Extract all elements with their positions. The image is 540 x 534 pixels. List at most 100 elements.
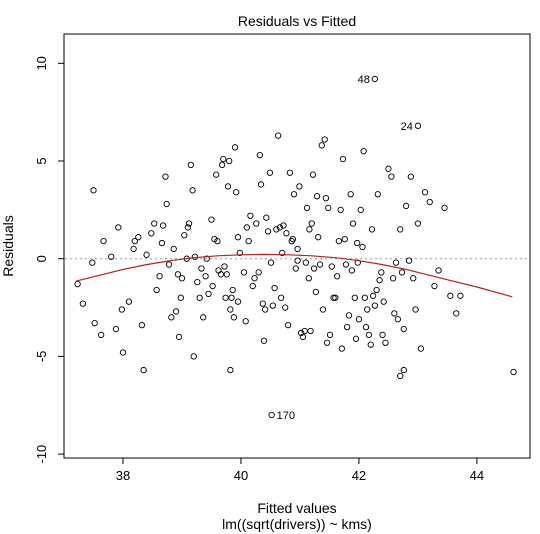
residual-point xyxy=(253,220,260,227)
residual-point xyxy=(231,144,239,151)
residual-point xyxy=(277,294,285,301)
residual-point xyxy=(326,331,334,339)
residual-point xyxy=(273,226,280,233)
residual-point xyxy=(385,165,392,172)
residual-point xyxy=(357,206,364,214)
residual-point xyxy=(143,251,150,258)
residual-point xyxy=(382,339,389,346)
residual-point xyxy=(213,171,220,178)
residual-point xyxy=(209,282,216,290)
residual-point xyxy=(310,265,318,272)
residual-point xyxy=(266,169,274,176)
residual-point xyxy=(178,275,186,282)
residual-point xyxy=(421,189,429,196)
residual-point xyxy=(156,273,163,280)
x-tick-label: 40 xyxy=(234,468,248,483)
residual-point xyxy=(74,280,81,288)
residual-point xyxy=(328,263,335,270)
residual-point xyxy=(361,294,368,301)
residual-point xyxy=(112,325,120,333)
residual-point xyxy=(205,290,212,298)
residual-point xyxy=(174,271,181,278)
residual-point xyxy=(165,261,173,268)
residual-point xyxy=(330,294,337,301)
residual-point xyxy=(181,232,188,239)
residual-point xyxy=(242,318,249,325)
residual-point xyxy=(98,331,105,339)
residual-point xyxy=(91,320,98,327)
residual-point xyxy=(233,189,240,196)
residual-point xyxy=(259,300,266,307)
residual-point xyxy=(148,230,155,237)
residual-point xyxy=(343,323,351,331)
residual-point xyxy=(227,366,234,374)
residual-point xyxy=(256,151,263,159)
residual-point xyxy=(119,349,127,356)
residual-point xyxy=(354,259,361,266)
residual-point xyxy=(189,187,196,194)
residual-point xyxy=(159,222,167,229)
residual-point xyxy=(108,253,115,260)
residual-point xyxy=(364,306,371,313)
smoothing-line xyxy=(75,253,513,298)
residual-point xyxy=(322,194,330,202)
x-tick-label: 42 xyxy=(352,468,366,483)
residual-point xyxy=(303,204,311,212)
residual-point xyxy=(172,308,180,315)
point-id-label: 48 xyxy=(358,74,370,86)
residual-point xyxy=(417,345,425,352)
residual-point xyxy=(203,255,210,262)
residual-point xyxy=(315,234,322,241)
residual-point xyxy=(285,321,292,329)
residual-point xyxy=(283,230,290,237)
residual-point xyxy=(223,271,230,278)
residual-point xyxy=(380,298,387,305)
residual-point xyxy=(305,275,312,282)
residual-point xyxy=(125,298,133,305)
residual-point xyxy=(222,294,229,301)
residual-point xyxy=(316,261,324,268)
residual-point xyxy=(318,142,325,149)
residual-point xyxy=(190,353,197,360)
residual-point xyxy=(115,224,122,231)
x-tick-label: 38 xyxy=(116,468,130,483)
residual-point xyxy=(282,304,289,311)
point-id-label: 24 xyxy=(401,121,413,133)
residual-point xyxy=(405,257,413,264)
residual-point xyxy=(312,288,320,296)
residual-point xyxy=(255,269,262,276)
residual-point xyxy=(226,157,233,165)
residual-point xyxy=(302,259,309,266)
residual-point xyxy=(163,200,170,208)
residual-point xyxy=(234,298,242,305)
residual-point xyxy=(263,214,270,221)
residual-point xyxy=(369,292,377,299)
residual-point xyxy=(184,224,192,231)
residual-point xyxy=(247,212,254,219)
residual-point xyxy=(292,265,299,272)
y-tick-label: 10 xyxy=(34,56,49,70)
residual-point xyxy=(264,228,272,235)
residual-point xyxy=(351,294,358,301)
residual-point xyxy=(296,183,303,190)
residual-point xyxy=(349,220,357,227)
residual-point xyxy=(352,335,360,342)
residual-point xyxy=(388,173,395,180)
residual-point xyxy=(286,169,294,176)
residual-point xyxy=(307,327,314,335)
residual-point xyxy=(301,327,308,335)
x-axis: 38 40 42 44 xyxy=(116,458,484,483)
residual-point xyxy=(240,269,248,276)
residual-point xyxy=(348,267,356,274)
residual-point xyxy=(158,239,166,247)
residual-point xyxy=(297,329,305,337)
residual-point xyxy=(279,249,286,256)
residual-point xyxy=(355,316,363,323)
residual-point xyxy=(261,306,269,313)
residual-point xyxy=(319,306,327,313)
x-axis-label: Fitted values xyxy=(257,500,336,516)
residual-point xyxy=(135,234,142,241)
residual-point xyxy=(299,333,307,341)
residual-point xyxy=(345,312,353,319)
residual-point xyxy=(220,155,227,163)
